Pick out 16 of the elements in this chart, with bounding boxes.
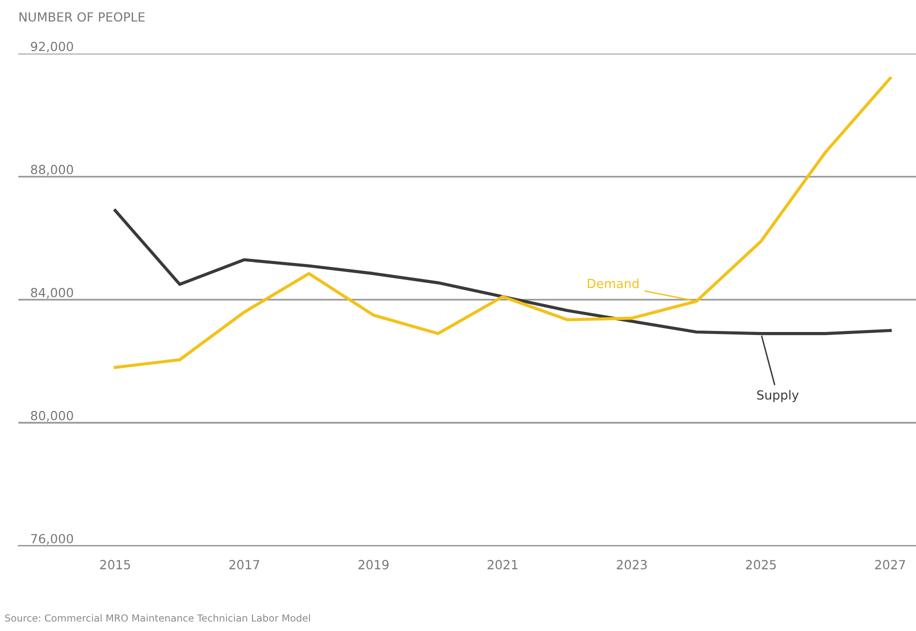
x-tick-label: 2015: [100, 560, 130, 570]
source-note: Source: Commercial MRO Maintenance Technician Labor Model: [5, 614, 310, 622]
x-tick-label: 2023: [616, 560, 647, 570]
y-tick-label: 76,000: [31, 534, 74, 545]
text: Demand: [588, 278, 638, 288]
x-tick-label: 2017: [229, 560, 260, 570]
x-tick-label: 2019: [358, 560, 389, 570]
x-tick-label: 2027: [875, 560, 906, 570]
x-tick-label: 2021: [488, 560, 518, 570]
y-tick-label: 88,000: [30, 164, 74, 176]
y-tick-label: 92,000: [30, 42, 74, 52]
y-tick-label: 84,000: [30, 288, 74, 299]
y-tick-label: 80,000: [30, 410, 74, 422]
y-axis-title: NUMBER OF PEOPLE: [20, 12, 145, 22]
text: Supply: [757, 390, 799, 402]
x-tick-label: 2025: [746, 560, 776, 570]
